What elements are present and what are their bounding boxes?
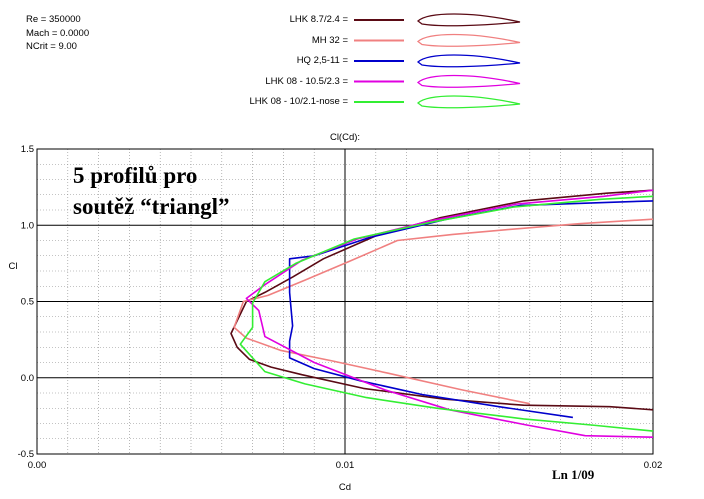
x-tick-label: 0.00: [28, 460, 47, 471]
series-line-1: [230, 189, 654, 411]
legend-airfoil-3: [416, 54, 521, 68]
reynolds-number: Re = 350000: [26, 14, 81, 25]
legend-airfoil-1: [416, 13, 521, 27]
grid-layer: [36, 148, 654, 455]
y-tick-label: 0.5: [21, 297, 34, 308]
legend-airfoil-5: [416, 95, 521, 109]
tick-layer: 0.00 0.01 0.02 1.5 1.0 0.5 0.0 -0.5: [18, 144, 663, 471]
caption-line-2: soutěž “triangl”: [73, 194, 230, 219]
chart-title: Cl(Cd):: [330, 132, 360, 143]
x-tick-label: 0.01: [336, 460, 355, 471]
x-tick-label: 0.02: [644, 460, 663, 471]
y-axis-label: Cl: [9, 261, 18, 272]
caption-line-1: 5 profilů pro: [73, 163, 198, 188]
legend-graphics: [354, 13, 521, 109]
parameters-block: Re = 350000 Mach = 0.0000 NCrit = 9.00: [26, 13, 89, 54]
legend-label-4: LHK 08 - 10.5/2.3 =: [265, 75, 348, 87]
y-tick-label: -0.5: [18, 449, 34, 460]
y-tick-label: 0.0: [21, 373, 34, 384]
series-line-2: [233, 218, 654, 405]
mach-number: Mach = 0.0000: [26, 27, 90, 39]
x-axis-label: Cd: [339, 482, 351, 493]
legend: LHK 8.7/2.4 = MH 32 = HQ 2,5-11 = LHK 08 - …: [0, 0, 704, 120]
plot-frame: [36, 148, 654, 455]
ln-label: Ln 1/09: [552, 467, 595, 482]
legend-label-2: MH 32 =: [311, 34, 348, 46]
legend-airfoil-2: [416, 33, 521, 47]
legend-airfoil-4: [416, 74, 521, 88]
caption-overlay: 5 profilů pro soutěž “triangl”: [73, 160, 230, 222]
series-line-5: [239, 195, 654, 432]
ncrit-value: NCrit = 9.00: [26, 41, 77, 52]
y-tick-label: 1.5: [21, 144, 34, 155]
y-tick-label: 1.0: [21, 220, 34, 231]
legend-label-3: HQ 2,5-11 =: [296, 55, 348, 66]
series-layer: [230, 189, 654, 438]
legend-label-5: LHK 08 - 10/2.1-nose =: [249, 96, 349, 107]
legend-label-1: LHK 8.7/2.4 =: [289, 14, 348, 25]
